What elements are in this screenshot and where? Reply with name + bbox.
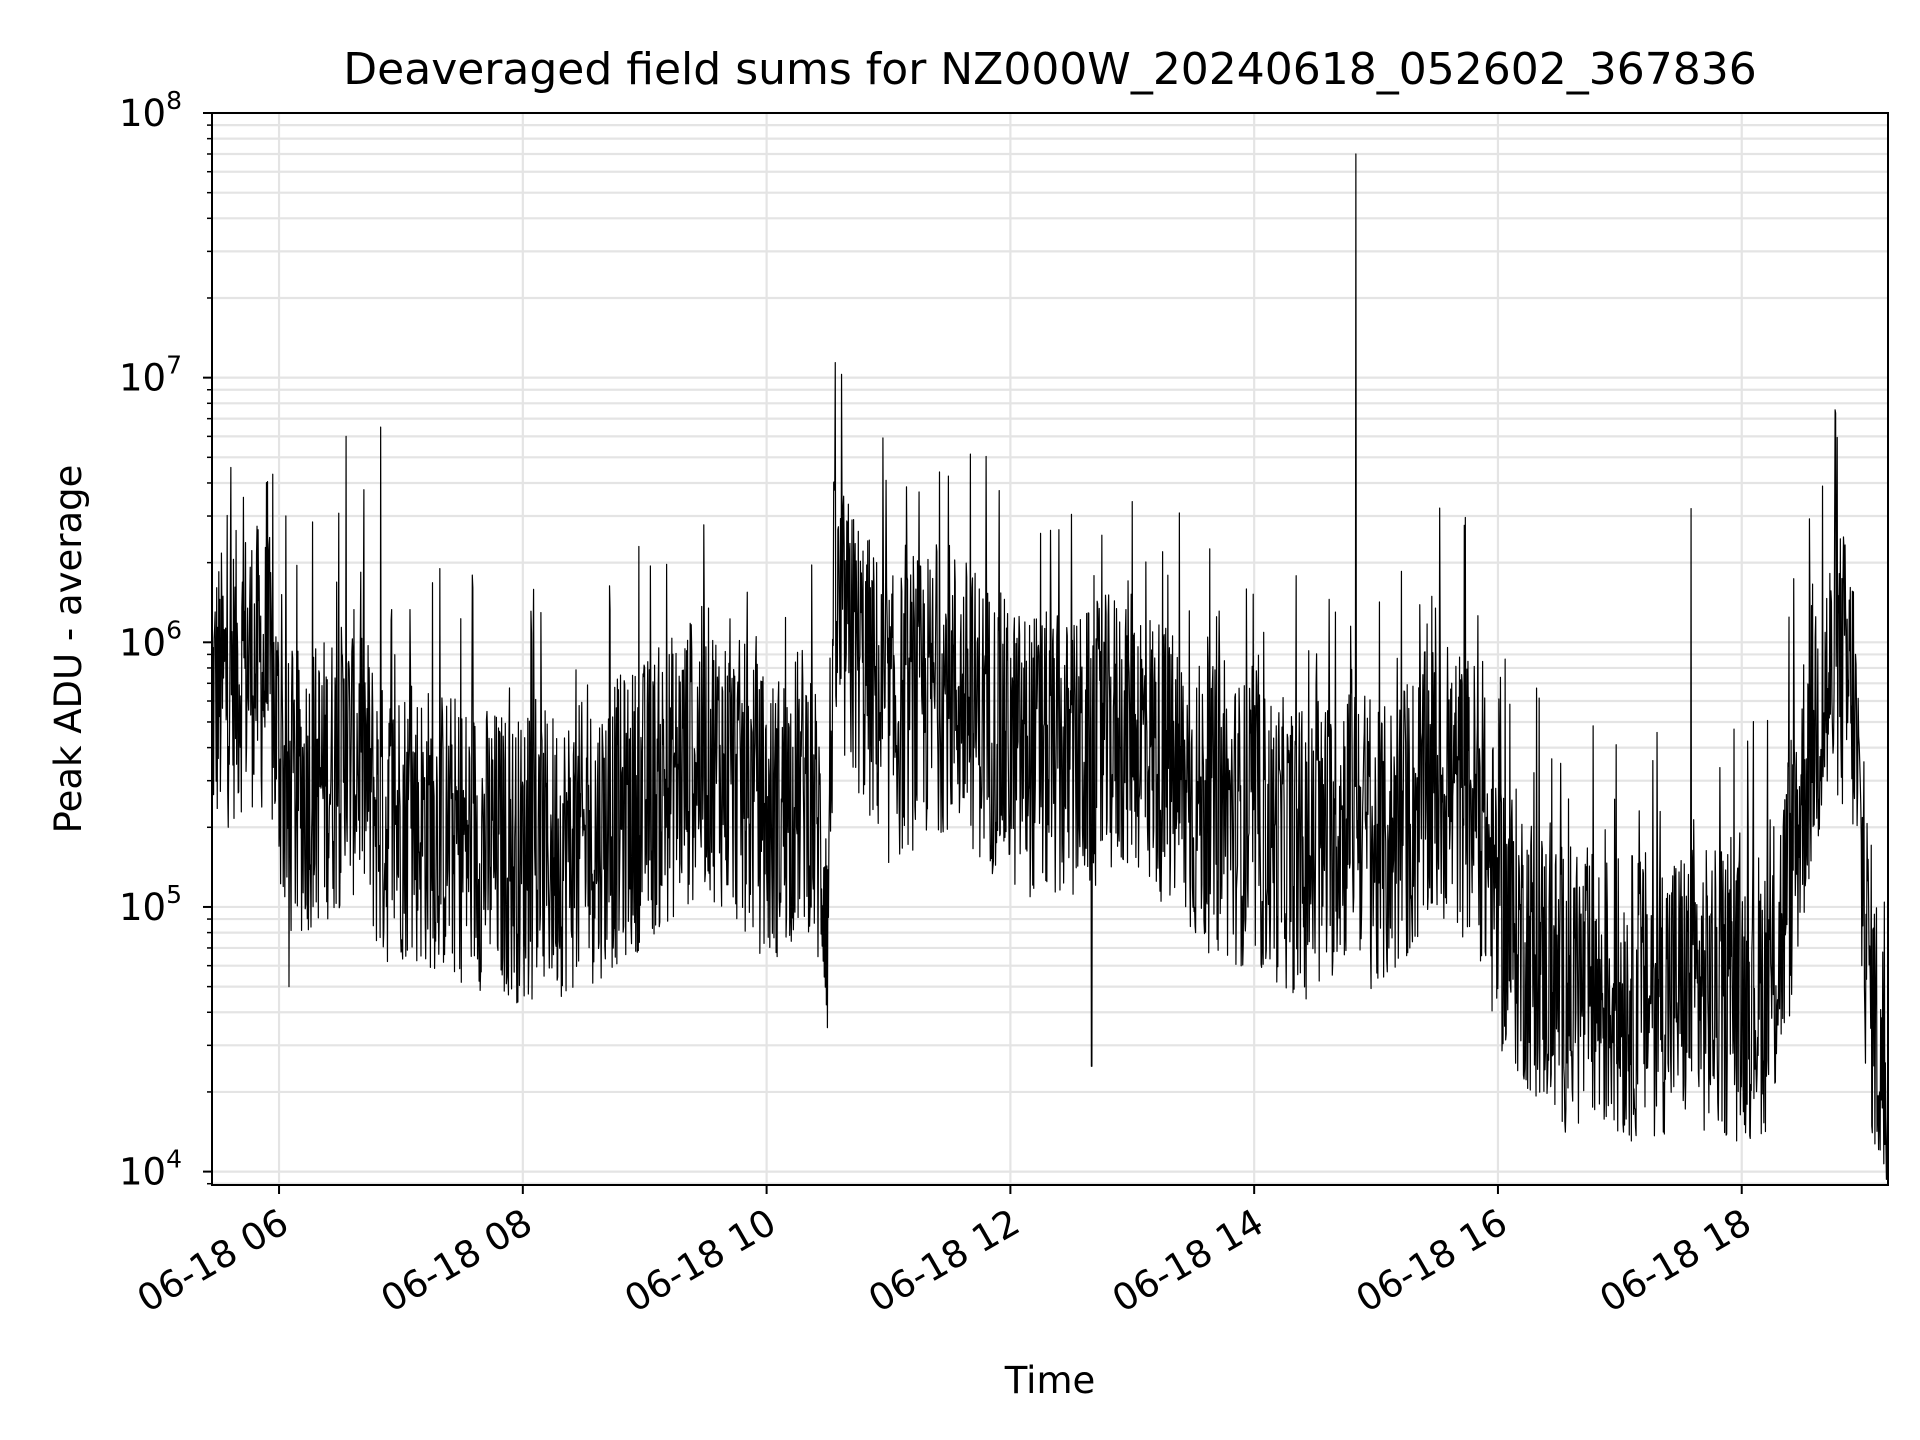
y-axis-label: Peak ADU - average bbox=[47, 465, 90, 834]
y-tick-label: 105 bbox=[119, 880, 182, 929]
y-tick-label: 108 bbox=[119, 86, 182, 135]
plot-frame bbox=[211, 112, 1889, 1186]
y-tick-label: 106 bbox=[119, 615, 182, 664]
y-tick-label: 107 bbox=[119, 351, 182, 400]
grid bbox=[212, 111, 1888, 1185]
x-axis-label: Time bbox=[1004, 1359, 1096, 1402]
series-line bbox=[211, 153, 1889, 1180]
y-axis: 104 105 106 107 108 bbox=[119, 86, 212, 1194]
data-series bbox=[211, 153, 1889, 1180]
chart-title: Deaveraged field sums for NZ000W_2024061… bbox=[343, 44, 1756, 95]
y-tick-label: 104 bbox=[119, 1145, 182, 1194]
